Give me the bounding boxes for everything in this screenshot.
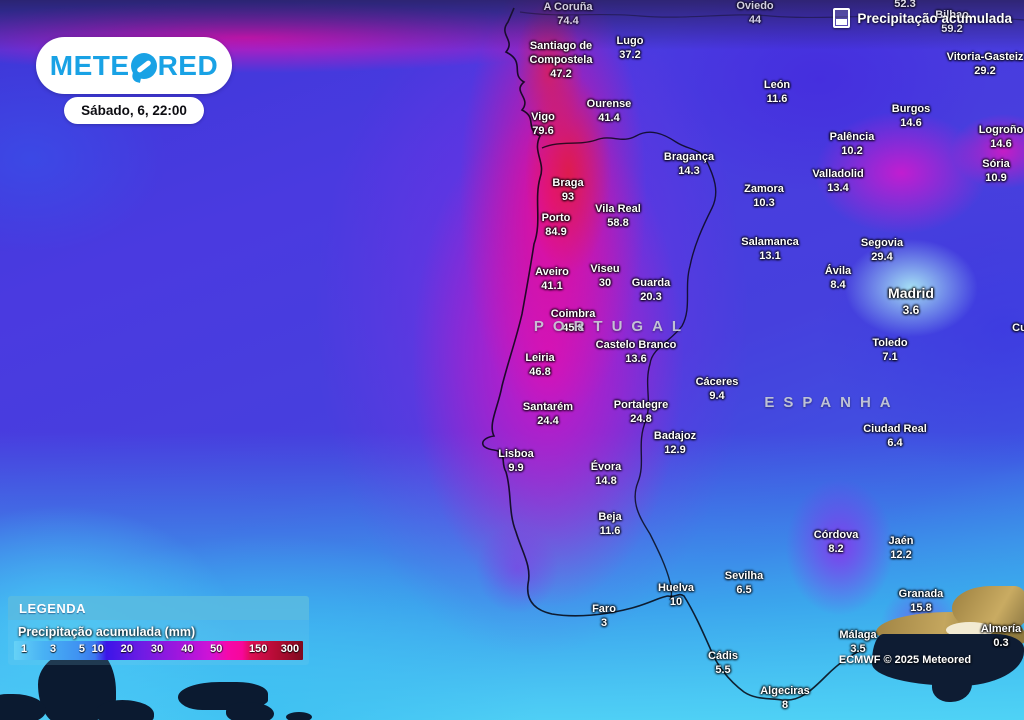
model-credit: ECMWF © 2025 Meteored (838, 654, 972, 666)
legend-colorbar: 1 3 5 10 20 30 40 50 150 300 (14, 641, 303, 660)
legend-tick: 300 (280, 643, 300, 655)
datetime-badge: Sábado, 6, 22:00 (64, 97, 204, 124)
legend-tick: 20 (120, 643, 133, 655)
legend-tick: 40 (181, 643, 194, 655)
station-label: Oviedo 44 (736, 0, 774, 26)
legend-tick: 5 (78, 643, 85, 655)
station-label: Algeciras 8 (760, 685, 810, 711)
station-label: Burgos 14.6 (891, 103, 931, 129)
station-label: Almería 0.3 (980, 623, 1022, 649)
legend-tick: 30 (150, 643, 164, 655)
meteored-logo[interactable]: METE RED (36, 37, 232, 94)
land-silhouette (96, 700, 154, 720)
station-label: Portalegre 24.8 (613, 399, 669, 425)
station-label: Salamanca 13.1 (741, 236, 799, 262)
legend-header: LEGENDA (8, 596, 309, 620)
station-label: Madrid 3.6 (888, 285, 934, 317)
meteored-logo-text: METE RED (49, 49, 219, 81)
country-label: PORTUGAL (533, 318, 691, 335)
station-label: Beja 11.6 (598, 511, 622, 537)
legend-tick: 3 (49, 643, 57, 655)
sea-silhouette (932, 668, 972, 702)
station-label: Granada 15.8 (898, 588, 944, 614)
station-label: Ciudad Real 6.4 (863, 423, 927, 449)
meteored-bubble-icon (130, 52, 157, 79)
country-label: ESPANHA (764, 394, 900, 411)
station-label: Vigo 79.6 (531, 111, 555, 137)
station-label: Bragança 14.3 (663, 151, 715, 177)
legend-tick: 1 (21, 643, 28, 655)
station-label: Castelo Branco 13.6 (595, 339, 677, 365)
layer-banner-label: Precipitação acumulada (857, 10, 1012, 26)
legend-tick: 10 (91, 643, 104, 655)
station-label: Leiria 46.8 (525, 352, 555, 378)
station-label: Porto 84.9 (541, 212, 571, 238)
station-label: Sória 10.9 (982, 158, 1010, 184)
station-label: León 11.6 (763, 79, 791, 105)
station-label: Segovia 29.4 (860, 237, 904, 263)
station-label: Toledo 7.1 (872, 337, 908, 363)
land-silhouette (286, 712, 312, 720)
station-label: Évora 14.8 (590, 461, 622, 487)
station-label: Faro 3 (592, 603, 616, 629)
station-label: A Coruña 74.4 (543, 1, 593, 27)
station-label: Badajoz 12.9 (653, 430, 697, 456)
legend-tick: 150 (249, 643, 268, 655)
legend-tick: 50 (210, 643, 223, 655)
station-label: Zamora 10.3 (744, 183, 784, 209)
station-label: Vitoria-Gasteiz 29.2 (946, 51, 1024, 77)
land-silhouette (226, 702, 274, 720)
legend-scale-label: Precipitação acumulada (mm) (18, 625, 196, 639)
layer-banner: Precipitação acumulada (833, 8, 1012, 28)
station-label: Lugo 37.2 (616, 35, 644, 61)
station-label: Guarda 20.3 (631, 277, 671, 303)
station-label: Palência 10.2 (829, 131, 875, 157)
rain-gauge-icon (833, 8, 851, 28)
station-label: Jaén 12.2 (888, 535, 914, 561)
station-label: Cuenca (1012, 322, 1024, 334)
station-label: Lisboa 9.9 (498, 448, 534, 474)
station-label: Braga 93 (552, 177, 584, 203)
station-label: Málaga 3.5 (839, 629, 877, 655)
station-label: Cádis 5.5 (708, 650, 738, 676)
station-label: Santarém 24.4 (522, 401, 574, 427)
station-label: Logroño 14.6 (978, 124, 1024, 150)
